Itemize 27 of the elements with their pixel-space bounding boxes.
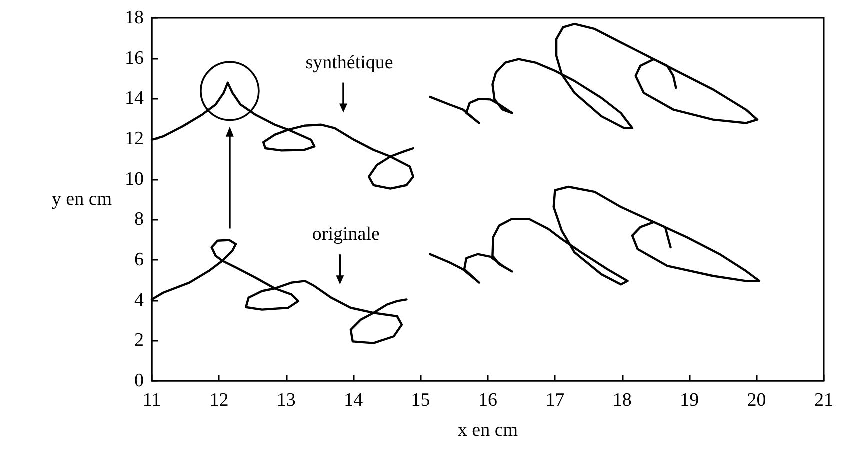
annotation: originale bbox=[312, 224, 380, 246]
line-series bbox=[429, 22, 759, 130]
annotation: synthétique bbox=[306, 52, 394, 74]
x-tick-label: 21 bbox=[814, 390, 834, 411]
y-axis-title: y en cm bbox=[52, 189, 112, 210]
x-tick-label: 16 bbox=[478, 390, 498, 411]
y-tick-label: 2 bbox=[134, 330, 144, 352]
y-tick-label: 10 bbox=[125, 168, 144, 190]
x-tick-label: 11 bbox=[142, 390, 162, 411]
x-tick-label: 19 bbox=[680, 390, 700, 411]
x-tick-label: 18 bbox=[612, 390, 632, 411]
y-tick-label: 16 bbox=[125, 48, 144, 69]
y-tick-label: 6 bbox=[134, 250, 144, 270]
y-tick-label: 0 bbox=[134, 370, 144, 392]
x-tick-label: 14 bbox=[344, 390, 364, 411]
x-axis-title: x en cm bbox=[458, 420, 518, 441]
line-series bbox=[429, 186, 761, 286]
y-tick-label: 18 bbox=[125, 8, 144, 28]
y-tick-label: 14 bbox=[125, 88, 144, 110]
x-tick-label: 12 bbox=[210, 390, 229, 411]
y-tick-label: 4 bbox=[134, 290, 144, 311]
y-tick-label: 12 bbox=[125, 128, 144, 150]
x-tick-label: 15 bbox=[411, 390, 430, 411]
x-tick-label: 17 bbox=[546, 390, 565, 411]
y-tick-label: 8 bbox=[134, 209, 144, 230]
x-tick-label: 13 bbox=[276, 390, 296, 411]
x-tick-label: 20 bbox=[747, 390, 766, 411]
